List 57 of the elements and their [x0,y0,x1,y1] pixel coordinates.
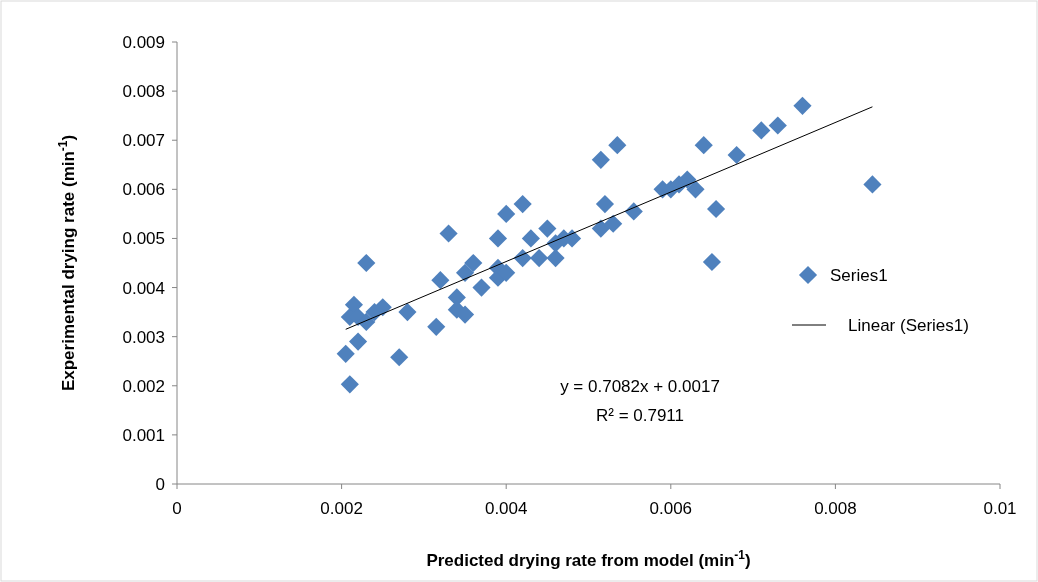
point [591,219,610,238]
x-tick-label: 0 [172,499,182,518]
point [488,229,508,248]
annotation: y = 0.7082x + 0.0017 [560,377,720,396]
point [521,229,540,248]
annotation: R² = 0.7911 [595,406,685,425]
point [530,249,549,268]
point [863,175,882,194]
point [439,224,458,243]
point [348,332,368,351]
point [472,278,491,297]
y-tick-label: 0.005 [122,229,165,249]
point [591,150,610,169]
y-tick-label: 0.003 [122,327,165,347]
point [398,303,417,322]
legend-label: Series1 [830,265,888,285]
legend-label: Linear (Series1) [848,315,969,335]
point [464,253,483,273]
y-tick-label: 0.007 [122,131,165,151]
x-tick-label: 0.01 [983,499,1017,518]
point [608,136,627,155]
y-tick-label: 0.009 [122,32,165,52]
point [538,219,557,238]
point [727,145,746,165]
x-axis-title: Predicted drying rate from model (min$^{-1}$) [426,548,751,570]
point [686,180,705,199]
point [431,271,450,290]
point [497,204,516,223]
point [702,252,722,272]
point [793,96,812,115]
point [357,253,376,273]
point [344,295,364,314]
point [513,194,532,214]
point [427,317,446,336]
point [455,305,475,324]
x-tick-label: 0.006 [649,499,693,518]
x-tick-label: 0.004 [484,499,528,518]
point [752,121,771,140]
point [694,136,713,155]
point [595,194,615,214]
y-tick-label: 0.002 [122,376,165,396]
y-tick-label: 0.008 [122,82,165,102]
point [706,199,726,219]
point [455,263,475,282]
y-tick-label: 0 [155,474,165,494]
x-tick-label: 0.008 [814,499,857,518]
point [604,214,623,233]
point [340,375,359,394]
point [546,249,565,268]
y-tick-label: 0.004 [122,278,165,298]
point [336,344,355,363]
y-tick-label: 0.006 [122,180,165,200]
point [678,170,697,189]
point [768,116,787,135]
y-tick-label: 0.001 [122,425,165,445]
x-tick-label: 0.002 [320,499,363,518]
point [390,348,409,367]
